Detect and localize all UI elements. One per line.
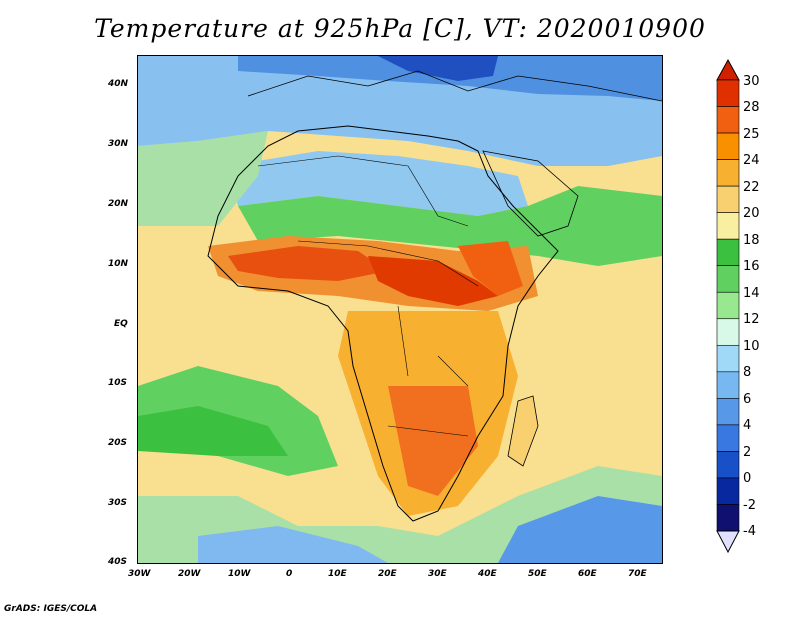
south-atlantic-deep-green bbox=[138, 406, 288, 456]
colorbar-box bbox=[716, 344, 740, 373]
west-africa-hot-spot bbox=[228, 246, 388, 281]
colorbar-box bbox=[716, 451, 740, 479]
europe-coastline bbox=[247, 70, 662, 102]
southern-ocean-cool bbox=[198, 526, 388, 563]
lat-tick-label: 20N bbox=[108, 199, 129, 209]
africa-coastline bbox=[207, 125, 559, 522]
central-africa-hot-spot bbox=[368, 256, 498, 306]
temperature-map bbox=[137, 55, 663, 564]
colorbar-box bbox=[716, 185, 740, 213]
colorbar-label: 24 bbox=[743, 153, 760, 168]
lat-tick-label: 30S bbox=[108, 498, 128, 508]
colorbar-box bbox=[716, 424, 740, 452]
colorbar-box bbox=[716, 212, 740, 240]
colorbar-label: 25 bbox=[743, 127, 760, 142]
southern-africa-hot bbox=[388, 386, 478, 496]
colorbar-label: 14 bbox=[743, 286, 760, 301]
colorbar-label: 0 bbox=[743, 471, 752, 486]
lat-tick-label: 40N bbox=[108, 79, 129, 89]
sahel-green-belt bbox=[238, 186, 662, 266]
colorbar-label: 12 bbox=[743, 312, 760, 327]
lon-tick-label: 10W bbox=[228, 569, 251, 579]
colorbar-label: 8 bbox=[743, 365, 752, 380]
colorbar-label: 28 bbox=[743, 100, 760, 115]
colorbar-label: 10 bbox=[743, 339, 760, 354]
colorbar-box bbox=[716, 79, 740, 107]
colorbar-box bbox=[716, 398, 740, 426]
lon-tick-label: 30W bbox=[128, 569, 151, 579]
lon-tick-label: 20W bbox=[178, 569, 201, 579]
colorbar-label: 6 bbox=[743, 392, 752, 407]
coldest-north-region bbox=[378, 56, 498, 81]
colorbar-box bbox=[716, 371, 740, 399]
colorbar-label: 18 bbox=[743, 233, 760, 248]
lon-tick-label: 30E bbox=[428, 569, 447, 579]
atlantic-green-region bbox=[138, 131, 268, 226]
lon-tick-label: 50E bbox=[528, 569, 547, 579]
sahara-cool-region bbox=[228, 151, 528, 216]
colorbar-box bbox=[716, 318, 740, 346]
lat-tick-label: EQ bbox=[114, 319, 128, 329]
colorbar-boxes bbox=[716, 79, 740, 532]
grads-credit: GrADS: IGES/COLA bbox=[4, 604, 98, 614]
colorbar-box bbox=[716, 106, 740, 134]
lon-tick-label: 20E bbox=[378, 569, 397, 579]
lat-tick-label: 40S bbox=[108, 557, 128, 567]
lon-tick-label: 60E bbox=[578, 569, 597, 579]
colorbar-bottom-arrow bbox=[716, 530, 740, 554]
colorbar-box bbox=[716, 132, 740, 160]
colorbar-box bbox=[716, 238, 740, 267]
colorbar-label: 4 bbox=[743, 418, 752, 433]
colorbar-label: 20 bbox=[743, 206, 760, 221]
colorbar-box bbox=[716, 265, 740, 293]
country-borders-north bbox=[257, 155, 469, 227]
colorbar-label: -4 bbox=[743, 524, 756, 539]
lat-tick-label: 30N bbox=[108, 139, 129, 149]
lat-tick-label: 10N bbox=[108, 259, 129, 269]
colorbar-label: 16 bbox=[743, 259, 760, 274]
colorbar-label: 30 bbox=[743, 74, 760, 89]
map-title: Temperature at 925hPa [C], VT: 202001090… bbox=[94, 14, 706, 43]
lon-tick-label: 10E bbox=[328, 569, 347, 579]
lat-tick-label: 20S bbox=[108, 438, 128, 448]
colorbar-box bbox=[716, 291, 740, 320]
colorbar-box bbox=[716, 159, 740, 187]
colorbar-box bbox=[716, 477, 740, 505]
arabia-coastline bbox=[482, 150, 579, 237]
map-svg bbox=[138, 56, 662, 563]
lon-tick-label: 0 bbox=[286, 569, 293, 579]
colorbar-top-arrow bbox=[716, 58, 740, 81]
lon-tick-label: 40E bbox=[478, 569, 497, 579]
colorbar bbox=[716, 58, 740, 554]
east-africa-hot-spot bbox=[458, 241, 523, 296]
colorbar-label: 2 bbox=[743, 445, 752, 460]
southern-ocean-cold bbox=[498, 496, 662, 563]
colorbar-label: 22 bbox=[743, 180, 760, 195]
colorbar-label: -2 bbox=[743, 498, 756, 513]
lat-tick-label: 10S bbox=[108, 378, 128, 388]
colorbar-box bbox=[716, 504, 740, 532]
madagascar bbox=[507, 395, 539, 467]
country-borders-south bbox=[297, 240, 479, 437]
lon-tick-label: 70E bbox=[628, 569, 647, 579]
